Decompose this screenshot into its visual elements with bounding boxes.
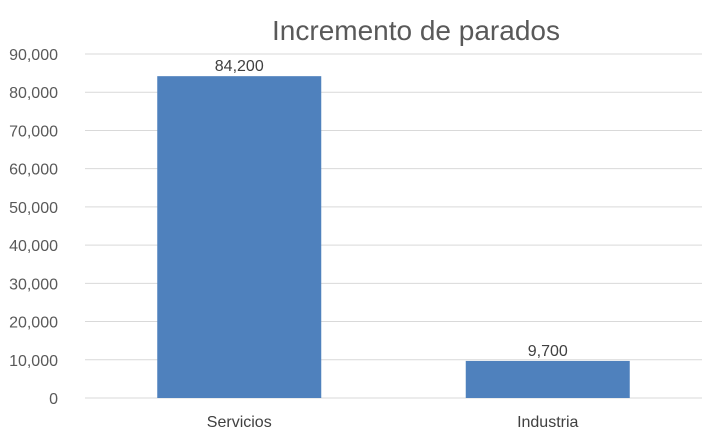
y-tick-label: 10,000: [9, 353, 58, 370]
chart-title: Incremento de parados: [272, 15, 560, 46]
bars: [157, 76, 630, 399]
category-label-servicios: Servicios: [207, 414, 272, 431]
y-tick-label: 90,000: [9, 47, 58, 64]
x-axis-category-labels: Servicios Industria: [207, 414, 579, 431]
y-tick-label: 20,000: [9, 315, 58, 332]
y-tick-label: 30,000: [9, 276, 58, 293]
bar-industria: [465, 360, 630, 398]
y-tick-label: 40,000: [9, 238, 58, 255]
y-tick-label: 80,000: [9, 85, 58, 102]
y-axis-tick-labels: 0 10,000 20,000 30,000 40,000 50,000 60,000 70,…: [9, 47, 58, 408]
data-label-servicios: 84,200: [215, 58, 264, 75]
data-labels: 84,200 9,700: [215, 58, 568, 360]
y-tick-label: 70,000: [9, 123, 58, 140]
bar-servicios: [157, 76, 322, 399]
y-tick-label: 0: [49, 391, 58, 408]
data-label-industria: 9,700: [528, 343, 568, 360]
category-label-industria: Industria: [517, 414, 578, 431]
y-tick-label: 60,000: [9, 162, 58, 179]
y-tick-label: 50,000: [9, 200, 58, 217]
